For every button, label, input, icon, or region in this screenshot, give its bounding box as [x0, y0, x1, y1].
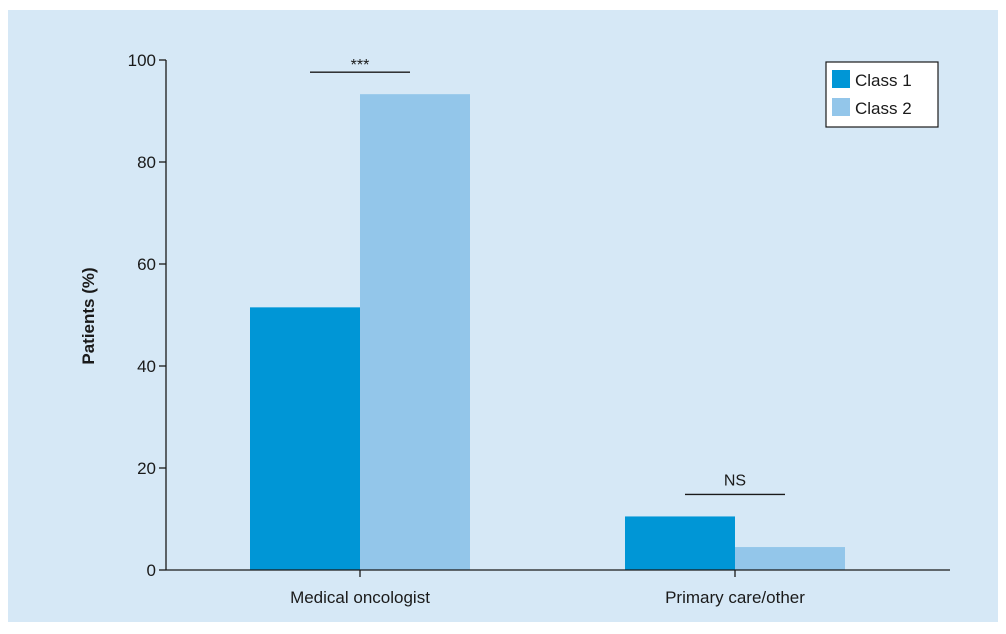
legend-swatch-class-1: [832, 70, 850, 88]
bar-class-2-1: [735, 547, 845, 570]
y-tick-label: 60: [137, 255, 156, 274]
bar-chart: *** NS 0 20 40 60 80 100 Medical oncologist Pri…: [79, 51, 950, 607]
y-tick-label: 100: [128, 51, 156, 70]
x-category-label: Medical oncologist: [290, 588, 430, 607]
bar-class-1-1: [625, 516, 735, 570]
legend-label-class-1: Class 1: [855, 71, 912, 90]
legend: Class 1 Class 2: [825, 61, 939, 128]
annotations-layer: *** NS: [310, 57, 785, 496]
x-labels-layer: Medical oncologist Primary care/other: [290, 570, 805, 607]
y-tick-label: 0: [147, 561, 156, 580]
bar-class-2-0: [360, 94, 470, 571]
significance-label: NS: [724, 472, 746, 489]
x-category-label: Primary care/other: [665, 588, 805, 607]
bar-class-1-0: [250, 307, 360, 570]
significance-label: ***: [351, 57, 370, 74]
legend-label-class-2: Class 2: [855, 99, 912, 118]
y-tick-label: 40: [137, 357, 156, 376]
y-axis-title: Patients (%): [79, 267, 98, 364]
axes-layer: [165, 60, 950, 571]
bars-layer: [250, 94, 845, 571]
y-tick-label: 80: [137, 153, 156, 172]
legend-swatch-class-2: [832, 98, 850, 116]
y-tick-label: 20: [137, 459, 156, 478]
chart-panel: *** NS 0 20 40 60 80 100 Medical oncologist Pri…: [8, 10, 998, 622]
y-ticks-layer: 0 20 40 60 80 100: [128, 51, 166, 580]
